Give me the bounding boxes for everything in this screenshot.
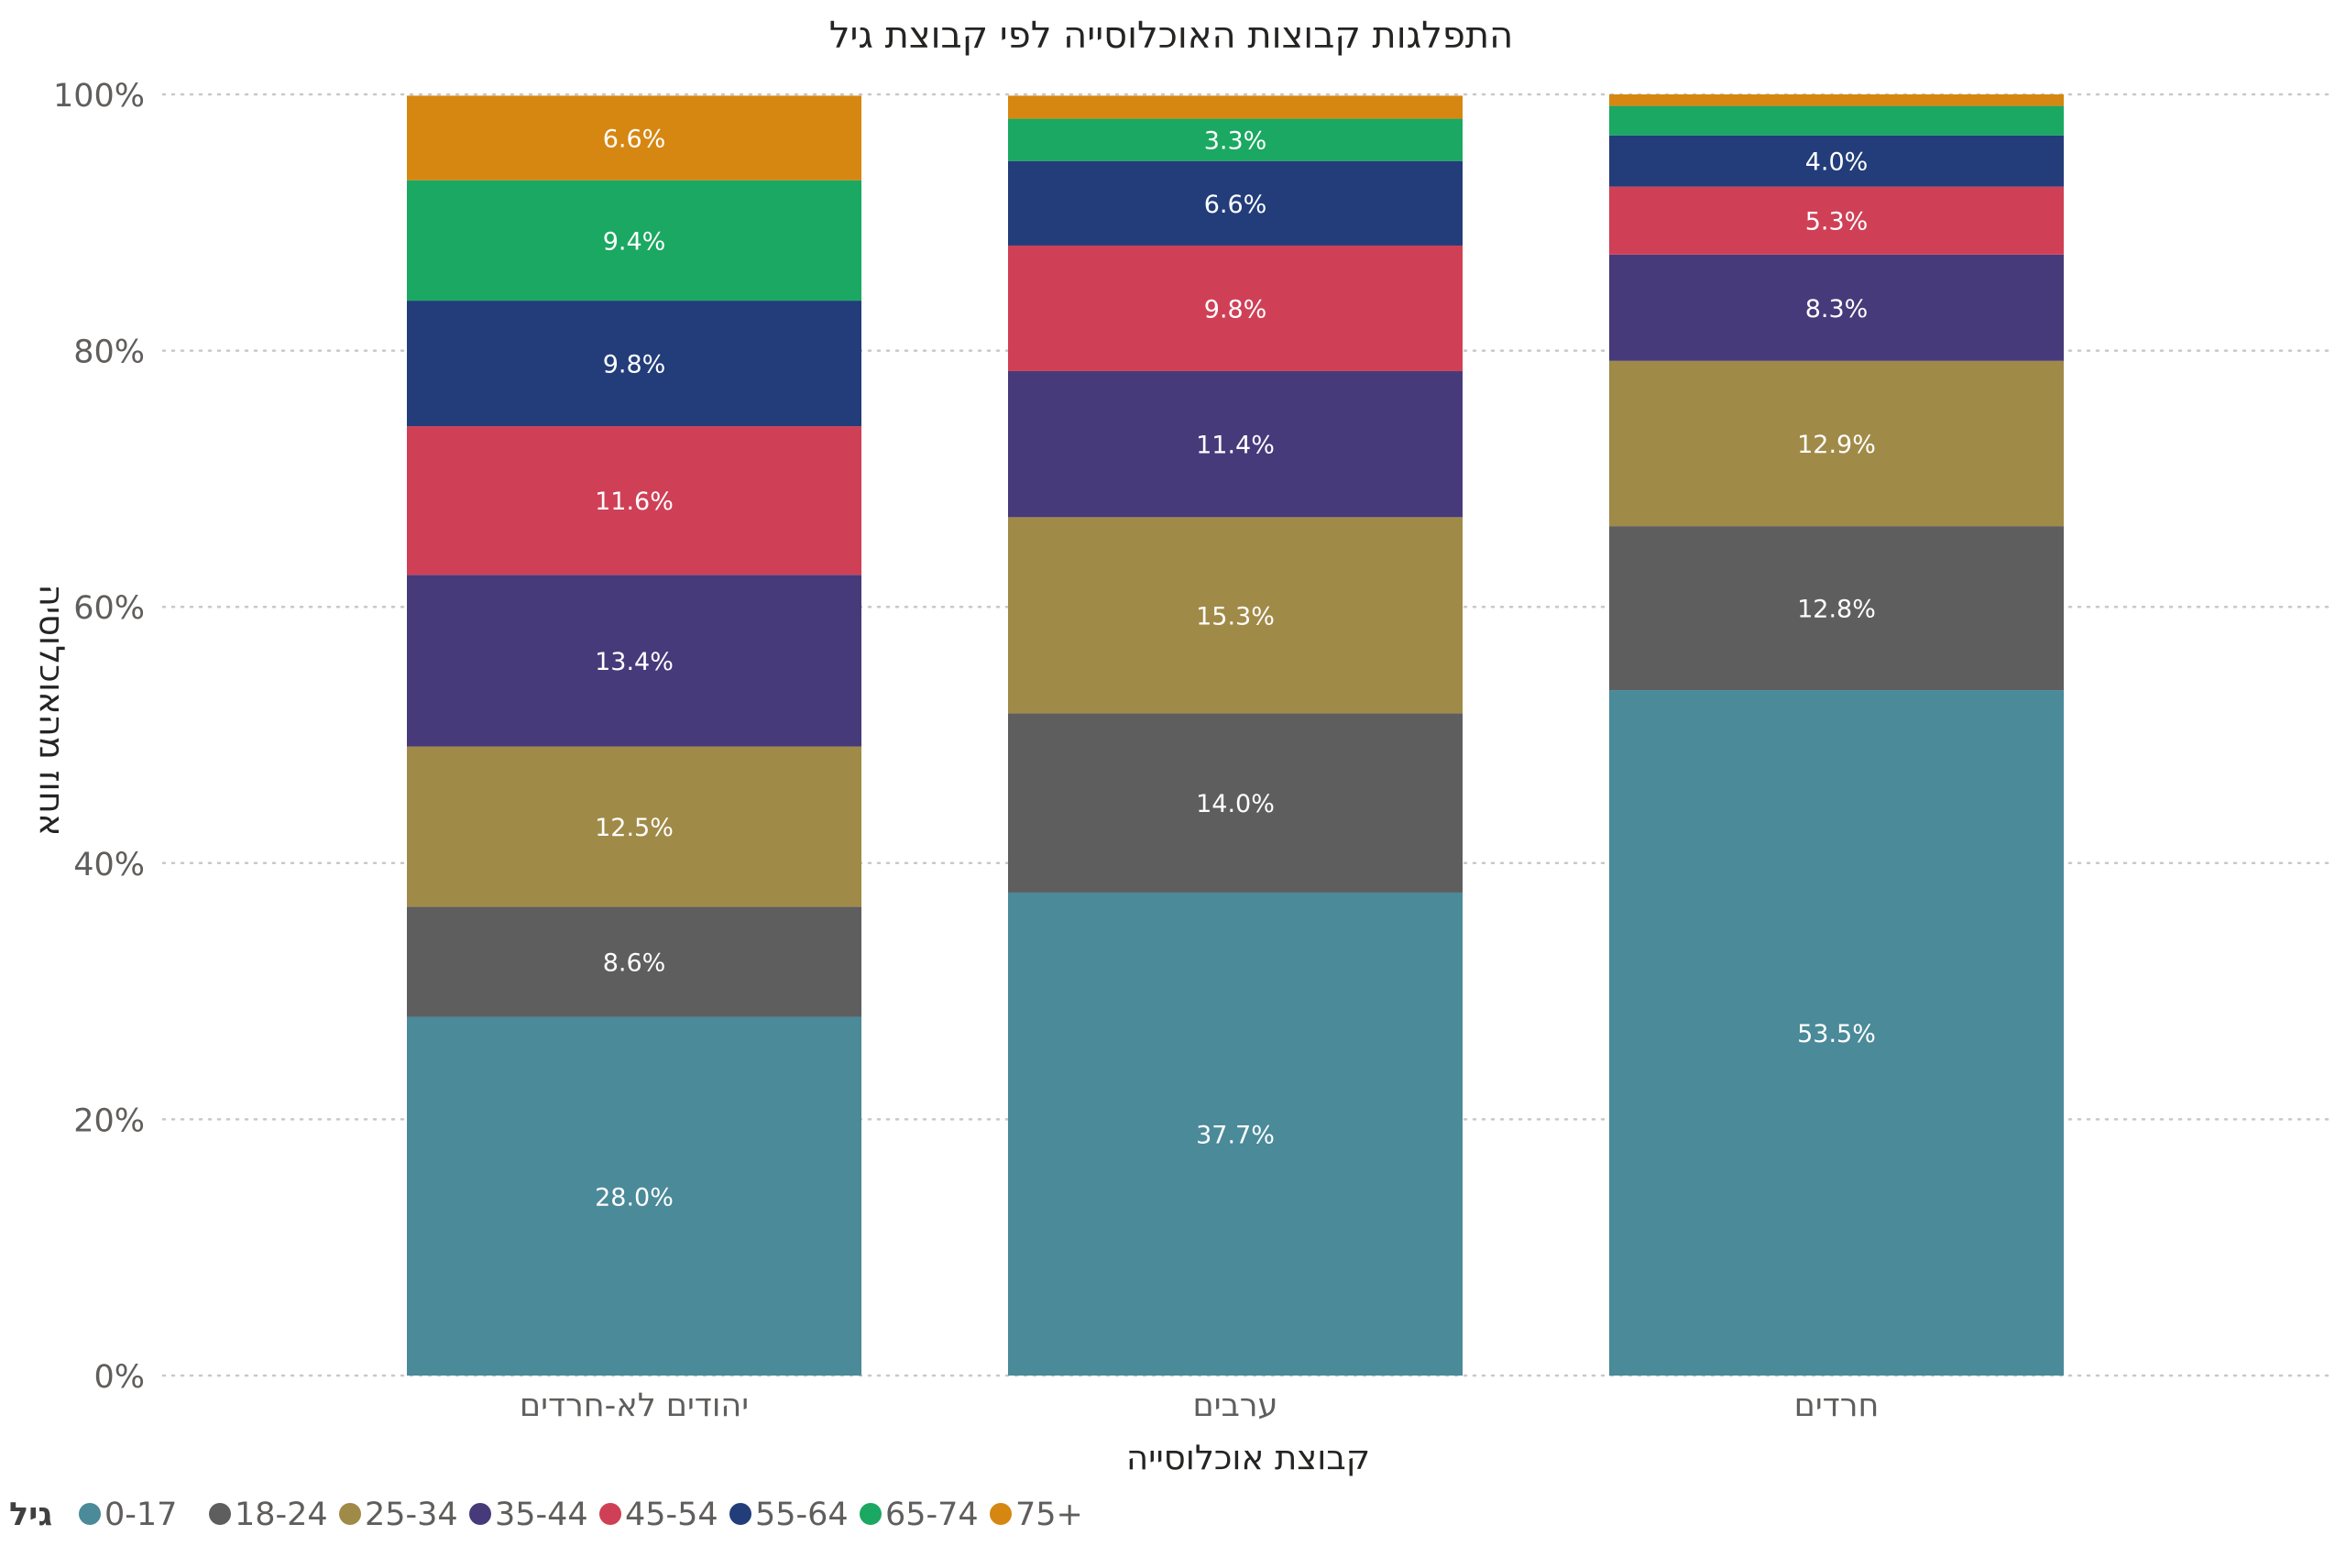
y-axis-ticks: 0% 20% 40% 60% 80% 100% <box>53 78 145 1396</box>
data-label: 37.7% <box>1196 1121 1275 1149</box>
bar-segment-0-17 <box>1609 690 2064 1376</box>
bar-segment-55-64 <box>1008 160 1463 246</box>
chart-title: התפלגות קבוצות האוכלוסייה לפי קבוצת גיל <box>829 15 1513 57</box>
bar-segment-75+ <box>407 95 861 181</box>
data-label: 12.5% <box>595 814 674 842</box>
data-label: 11.4% <box>1196 432 1275 460</box>
legend-item-label: 25-34 <box>365 1497 458 1533</box>
y-axis-label: אחוז מהאוכלוסיה <box>32 585 71 837</box>
y-tick-label: 100% <box>53 78 145 115</box>
x-tick-label: חרדים <box>1794 1387 1880 1424</box>
data-label: 28.0% <box>595 1183 674 1212</box>
bar-segment-18-24 <box>1609 526 2064 691</box>
data-label: 11.6% <box>595 488 674 516</box>
data-label: 53.5% <box>1797 1020 1876 1048</box>
bar-segment-45-54 <box>1008 245 1463 371</box>
legend-marker <box>729 1503 751 1525</box>
legend-item-label: 18-24 <box>235 1497 328 1533</box>
legend-marker <box>469 1503 491 1525</box>
legend-marker <box>599 1503 621 1525</box>
bar-segment-65-74 <box>1008 118 1463 161</box>
x-tick-label: יהודים לא-חרדים <box>520 1387 749 1424</box>
legend-marker <box>209 1503 231 1525</box>
bar-segment-75+ <box>1008 95 1463 119</box>
bar-segment-45-54 <box>1609 186 2064 255</box>
legend-item-label: 35-44 <box>495 1497 588 1533</box>
bar-segment-35-44 <box>1008 370 1463 518</box>
legend-marker <box>339 1503 361 1525</box>
legend-title: גיל <box>9 1497 52 1533</box>
data-label: 8.6% <box>603 948 666 977</box>
bar-segment-55-64 <box>407 301 861 427</box>
bar-segment-0-17 <box>407 1016 861 1376</box>
bar-segment-45-54 <box>407 426 861 576</box>
y-tick-label: 60% <box>73 590 145 627</box>
data-label: 9.8% <box>603 351 666 379</box>
bar-segment-75+ <box>1609 94 2064 106</box>
x-axis-ticks: יהודים לא-חרדים ערבים חרדים <box>520 1387 1880 1424</box>
x-axis-label: קבוצת אוכלוסייה <box>1126 1438 1370 1477</box>
legend-item-label: 55-64 <box>755 1497 849 1533</box>
data-label: 3.3% <box>1204 127 1267 156</box>
legend-item-label: 65-74 <box>885 1497 979 1533</box>
legend-item-label: 45-54 <box>625 1497 718 1533</box>
legend: גיל 0-17 18-24 25-34 35-44 45-54 55-64 65-74 75… <box>9 1497 1083 1533</box>
legend-marker <box>79 1503 101 1525</box>
y-tick-label: 40% <box>73 847 145 883</box>
y-tick-label: 80% <box>73 334 145 371</box>
bar-segment-55-64 <box>1609 135 2064 187</box>
bar-segment-25-34 <box>1609 360 2064 527</box>
legend-marker <box>860 1503 882 1525</box>
y-tick-label: 0% <box>93 1359 145 1396</box>
bar-segment-65-74 <box>407 180 861 302</box>
bar-segment-18-24 <box>407 906 861 1017</box>
data-label: 13.4% <box>595 648 674 676</box>
data-label: 15.3% <box>1196 602 1275 630</box>
data-label: 6.6% <box>1204 191 1267 219</box>
x-tick-label: ערבים <box>1193 1387 1278 1424</box>
bar-segment-65-74 <box>1609 105 2064 136</box>
bar-segment-35-44 <box>407 575 861 747</box>
legend-item-label: 75+ <box>1015 1497 1083 1533</box>
bar-segment-18-24 <box>1008 713 1463 893</box>
y-tick-label: 20% <box>73 1102 145 1139</box>
data-label: 12.9% <box>1797 431 1876 459</box>
data-label: 12.8% <box>1797 596 1876 624</box>
data-label: 6.6% <box>603 126 666 154</box>
legend-marker <box>990 1503 1012 1525</box>
bar-segment-25-34 <box>1008 517 1463 714</box>
legend-item-label: 0-17 <box>104 1497 177 1533</box>
data-label: 14.0% <box>1196 790 1275 818</box>
data-label: 9.4% <box>603 227 666 256</box>
data-label: 9.8% <box>1204 295 1267 323</box>
bar-segment-35-44 <box>1609 254 2064 361</box>
bar-segment-25-34 <box>407 746 861 907</box>
data-label: 4.0% <box>1805 148 1869 177</box>
data-label: 5.3% <box>1805 208 1869 236</box>
bar-segment-0-17 <box>1008 892 1463 1376</box>
bars: 28.0% 8.6% 12.5% 13.4% 11.6% 9.8% 9.4% 6.6% 37.7… <box>407 94 2064 1376</box>
data-label: 8.3% <box>1805 295 1869 323</box>
